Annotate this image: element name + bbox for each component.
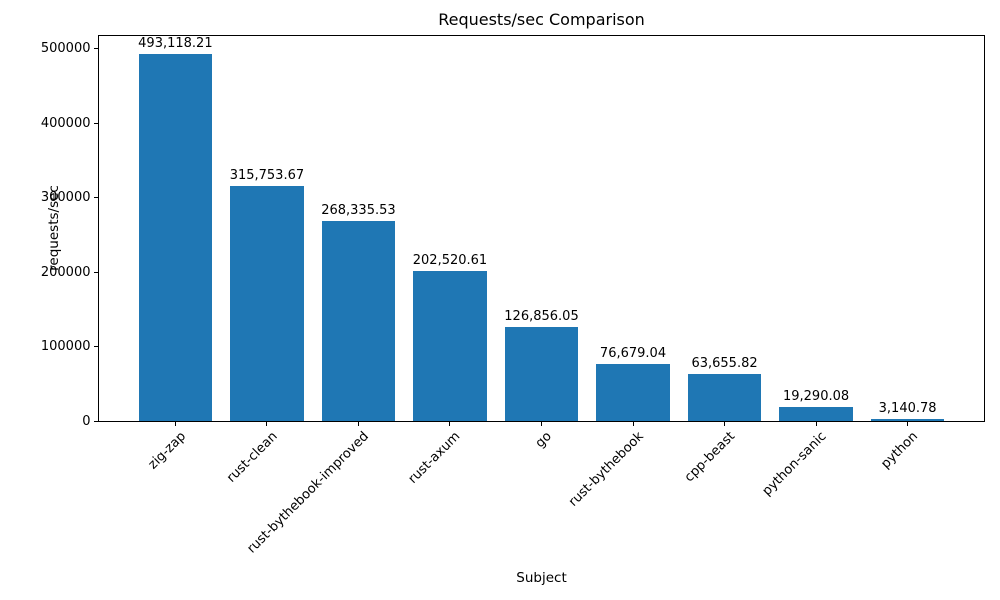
x-tick-mark <box>907 422 909 426</box>
bar-value-label: 3,140.78 <box>878 401 937 417</box>
x-tick-mark <box>724 422 726 426</box>
x-tick-mark <box>357 422 359 426</box>
y-tick-label: 200000 <box>40 264 91 280</box>
y-tick-label: 500000 <box>40 41 91 57</box>
bar <box>871 419 945 422</box>
bar <box>504 326 579 422</box>
x-tick-label-text: python-sanic <box>759 428 830 499</box>
bar <box>230 186 304 422</box>
x-tick-mark <box>174 422 176 426</box>
bar <box>138 53 212 422</box>
y-tick-label: 0 <box>82 414 91 429</box>
y-tick-label: 100000 <box>40 339 91 355</box>
bar-value-label: 126,856.05 <box>504 308 579 324</box>
x-tick-label-text: rust-bythebook <box>565 428 647 510</box>
bar <box>779 407 853 422</box>
y-tick-mark <box>93 122 98 124</box>
bar-value-label: 493,118.21 <box>138 35 213 51</box>
bar-value-label: 63,655.82 <box>691 356 758 372</box>
x-axis-label: Subject <box>516 570 567 586</box>
bar-value-label: 268,335.53 <box>321 203 396 219</box>
x-tick-label-text: rust-clean <box>223 428 281 486</box>
x-tick-mark <box>815 422 817 426</box>
chart-title: Requests/sec Comparison <box>438 10 645 29</box>
x-tick-mark <box>541 422 542 426</box>
x-tick-label-text: go <box>533 428 556 451</box>
y-tick-label: 400000 <box>40 115 91 131</box>
bar <box>687 374 762 422</box>
bar-value-label: 202,520.61 <box>412 252 488 268</box>
y-tick-mark <box>93 197 98 199</box>
x-tick-label-text: rust-axum <box>405 428 464 487</box>
bar-value-label: 19,290.08 <box>782 389 850 405</box>
bar <box>596 364 670 422</box>
y-tick-label: 300000 <box>40 190 91 206</box>
bar-value-label: 315,753.67 <box>229 168 305 184</box>
bar-value-label: 76,679.04 <box>599 346 667 362</box>
bar <box>413 270 487 422</box>
y-tick-mark <box>93 271 98 273</box>
bar <box>321 221 396 422</box>
x-tick-label-text: cpp-beast <box>681 428 739 485</box>
x-tick-label-text: python <box>878 428 922 472</box>
x-tick-mark <box>266 422 268 426</box>
y-tick-mark <box>93 346 98 348</box>
y-tick-mark <box>93 421 98 422</box>
x-tick-label-text: zig-zap <box>145 428 189 472</box>
x-tick-mark <box>632 422 634 426</box>
x-tick-mark <box>449 422 451 426</box>
y-tick-mark <box>93 48 98 50</box>
